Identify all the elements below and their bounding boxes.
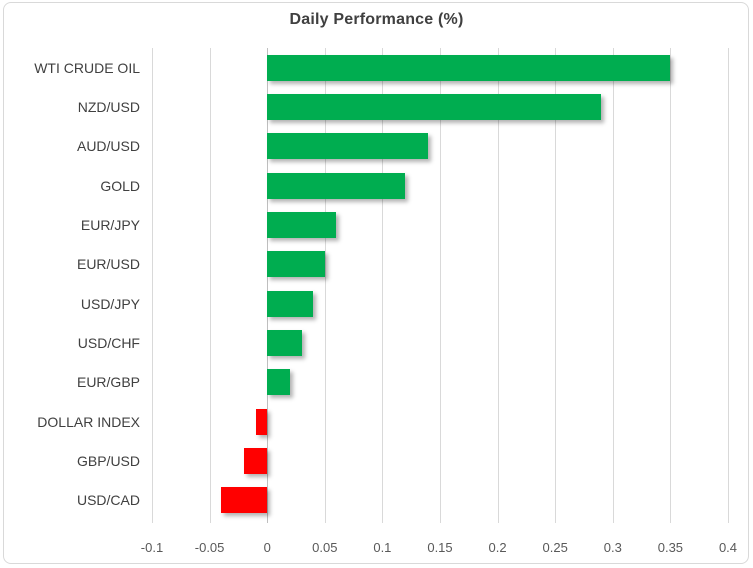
x-tick-label: -0.05 (194, 540, 225, 555)
bar-gbp-usd (244, 448, 268, 474)
x-gridline (209, 48, 211, 523)
category-label: EUR/GBP (76, 374, 140, 391)
category-label: GBP/USD (76, 452, 140, 469)
category-label: EUR/JPY (80, 216, 140, 233)
bar-eur-usd (267, 251, 325, 278)
category-label: USD/CAD (76, 492, 140, 509)
x-gridline (382, 48, 384, 523)
category-label: GOLD (100, 177, 140, 194)
x-gridline (555, 48, 557, 523)
category-label: EUR/USD (76, 256, 140, 273)
category-label: USD/JPY (80, 295, 140, 312)
x-gridline (152, 48, 153, 523)
category-axis: WTI CRUDE OIL NZD/USD AUD/USD GOLD EUR/JPY EU… (0, 48, 140, 520)
bar-dollar-index (255, 408, 268, 435)
x-tick-label: 0.4 (718, 540, 738, 555)
x-tick-label: 0.25 (542, 540, 568, 555)
bar-usd-chf (267, 330, 302, 356)
x-tick-label: -0.1 (140, 540, 164, 555)
x-tick-label: 0.2 (488, 540, 507, 555)
zero-axis-line (267, 48, 269, 523)
x-gridline (612, 48, 614, 523)
bar-usd-jpy (267, 290, 314, 317)
x-tick-label: 0.3 (603, 540, 622, 555)
category-label: NZD/USD (77, 98, 140, 115)
x-gridline (440, 48, 441, 523)
bar-wti-crude-oil (267, 54, 671, 81)
bar-aud-usd (267, 133, 429, 160)
x-tick-label: 0.1 (373, 540, 392, 555)
category-label: WTI CRUDE OIL (34, 59, 140, 76)
bar-nzd-usd (267, 94, 602, 120)
chart-title: Daily Performance (%) (289, 11, 464, 28)
plot-area (152, 48, 729, 523)
x-gridline (670, 48, 672, 523)
bar-eur-jpy (267, 212, 337, 238)
x-tick-label: 0 (263, 540, 271, 555)
x-gridline (497, 48, 499, 523)
category-label: DOLLAR INDEX (37, 413, 140, 430)
x-tick-label: 0.05 (312, 540, 338, 555)
x-tick-label: 0.15 (427, 540, 453, 555)
x-gridline (324, 48, 326, 523)
x-gridline (728, 48, 729, 523)
category-label: AUD/USD (76, 138, 140, 155)
bar-eur-gbp (267, 369, 291, 396)
bar-gold (267, 172, 406, 199)
x-tick-label: 0.35 (657, 540, 684, 555)
category-label: USD/CHF (77, 334, 140, 351)
bar-usd-cad (221, 487, 268, 514)
